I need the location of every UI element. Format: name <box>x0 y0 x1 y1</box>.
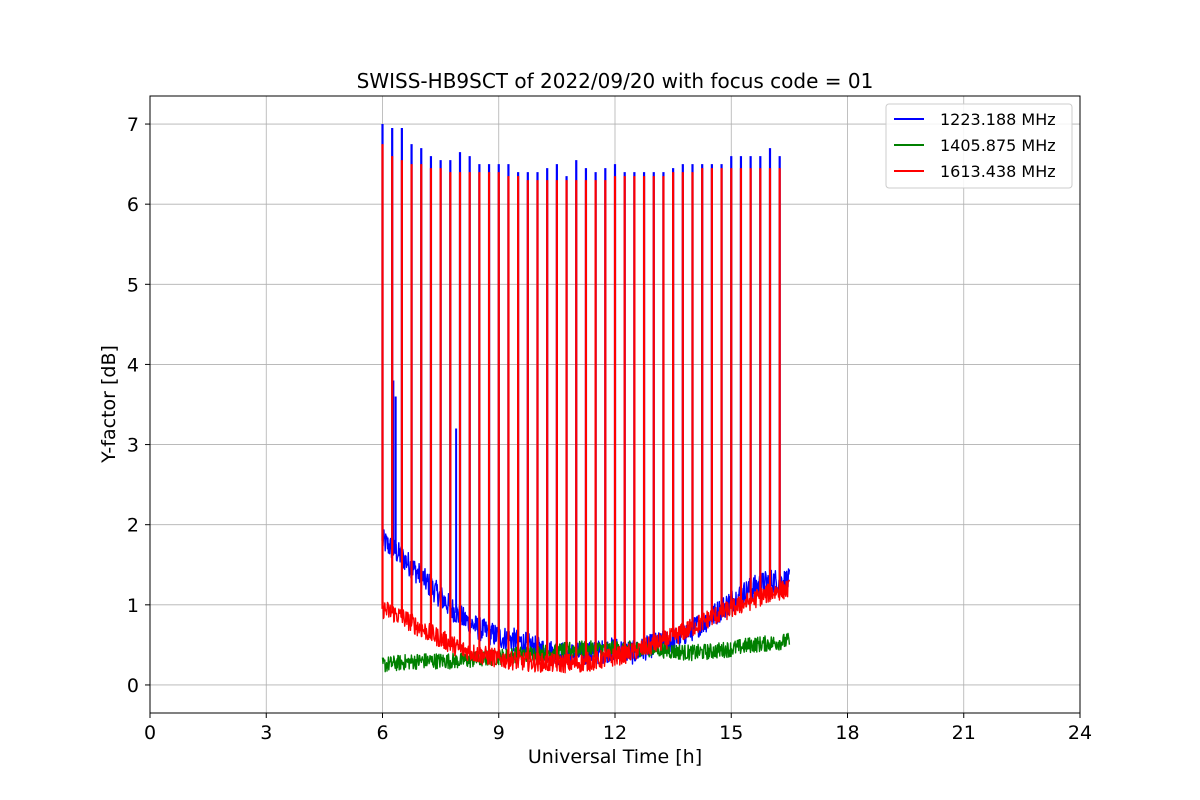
x-tick-label: 24 <box>1068 722 1092 744</box>
y-axis-title: Y-factor [dB] <box>98 345 120 464</box>
y-tick-label: 7 <box>127 114 139 136</box>
y-tick-label: 1 <box>127 595 139 617</box>
y-tick-label: 4 <box>127 354 139 376</box>
legend-label: 1405.875 MHz <box>940 136 1056 155</box>
legend-label: 1613.438 MHz <box>940 162 1056 181</box>
x-tick-label: 9 <box>493 722 505 744</box>
x-axis-ticks: 0 3 6 9 12 15 18 21 24 <box>144 713 1092 744</box>
x-axis-title: Universal Time [h] <box>528 746 702 768</box>
x-tick-label: 21 <box>952 722 976 744</box>
x-tick-label: 15 <box>719 722 743 744</box>
chart-title: SWISS-HB9SCT of 2022/09/20 with focus co… <box>357 69 874 93</box>
x-tick-label: 18 <box>835 722 859 744</box>
y-axis-ticks: 0 1 2 3 4 5 6 7 <box>127 114 150 697</box>
y-tick-label: 5 <box>127 274 139 296</box>
legend-box <box>885 103 1073 189</box>
series-group <box>381 124 791 674</box>
legend-label: 1223.188 MHz <box>940 110 1056 129</box>
x-tick-label: 12 <box>603 722 627 744</box>
y-tick-label: 2 <box>127 515 139 537</box>
x-tick-label: 0 <box>144 722 156 744</box>
y-tick-label: 0 <box>127 675 139 697</box>
x-tick-label: 6 <box>376 722 388 744</box>
legend: 1223.188 MHz 1405.875 MHz 1613.438 MHz <box>885 103 1073 189</box>
x-tick-label: 3 <box>260 722 272 744</box>
y-tick-label: 3 <box>127 435 139 457</box>
y-tick-label: 6 <box>127 194 139 216</box>
